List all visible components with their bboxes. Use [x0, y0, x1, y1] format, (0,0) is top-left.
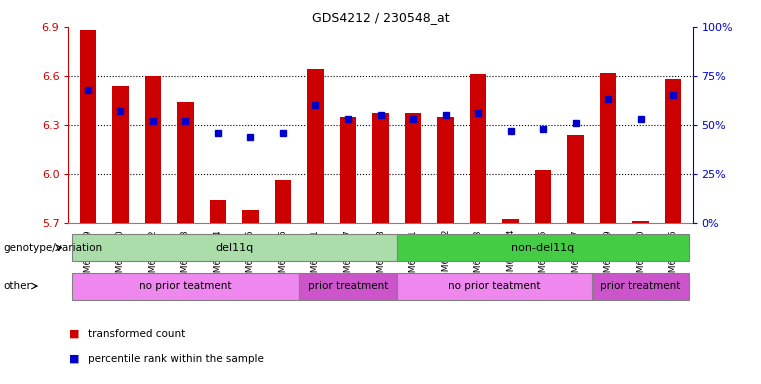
Text: ■: ■ — [68, 354, 79, 364]
Bar — [405, 113, 421, 223]
Text: genotype/variation: genotype/variation — [4, 243, 103, 253]
Bar — [72, 234, 396, 261]
Text: del11q: del11q — [215, 243, 253, 253]
Bar — [177, 102, 193, 223]
Bar — [299, 273, 396, 300]
Text: prior treatment: prior treatment — [307, 281, 388, 291]
Bar — [438, 117, 454, 223]
Text: percentile rank within the sample: percentile rank within the sample — [88, 354, 263, 364]
Text: other: other — [4, 281, 32, 291]
Bar — [372, 113, 389, 223]
Text: ■: ■ — [68, 329, 79, 339]
Bar — [592, 273, 689, 300]
Bar — [210, 200, 226, 223]
Title: GDS4212 / 230548_at: GDS4212 / 230548_at — [312, 11, 449, 24]
Bar — [72, 273, 299, 300]
Bar — [113, 86, 129, 223]
Text: transformed count: transformed count — [88, 329, 185, 339]
Text: no prior teatment: no prior teatment — [448, 281, 540, 291]
Bar — [600, 73, 616, 223]
Bar — [340, 117, 356, 223]
Bar — [242, 210, 259, 223]
Bar — [307, 70, 323, 223]
Text: prior treatment: prior treatment — [600, 281, 680, 291]
Bar — [145, 76, 161, 223]
Bar — [396, 273, 592, 300]
Bar — [535, 170, 551, 223]
Bar — [80, 30, 96, 223]
Bar — [568, 135, 584, 223]
Bar — [632, 221, 648, 223]
Bar — [470, 74, 486, 223]
Bar — [502, 220, 519, 223]
Bar — [396, 234, 689, 261]
Text: no prior teatment: no prior teatment — [139, 281, 232, 291]
Bar — [275, 180, 291, 223]
Text: non-del11q: non-del11q — [511, 243, 575, 253]
Bar — [665, 79, 681, 223]
